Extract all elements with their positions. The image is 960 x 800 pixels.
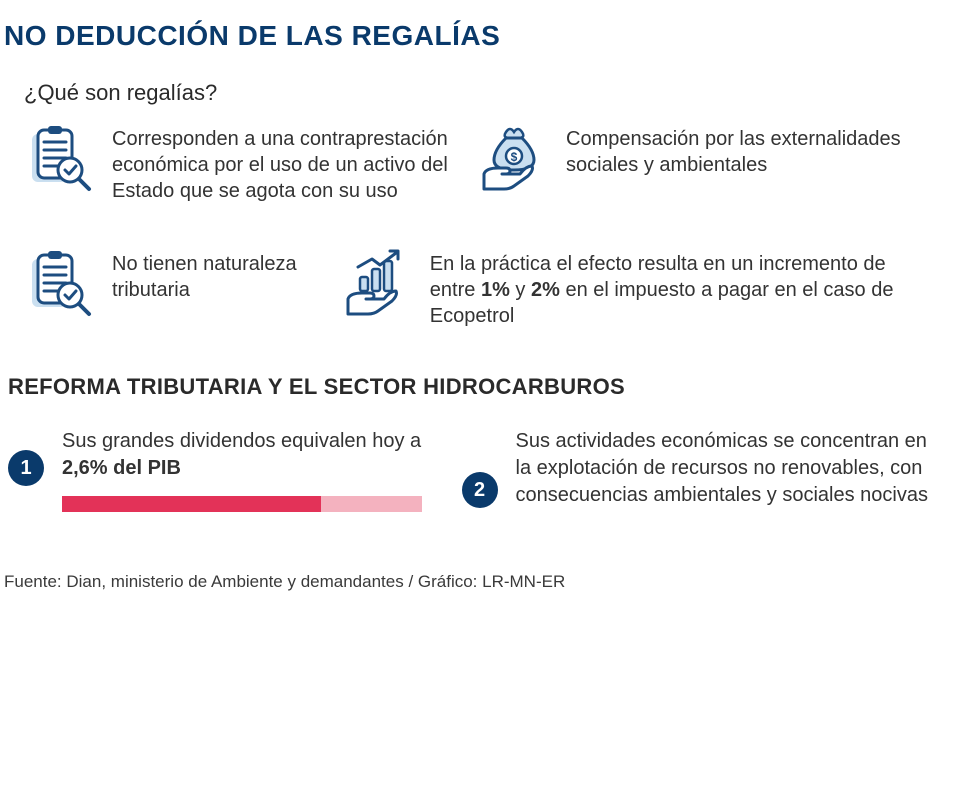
points-row-2: No tienen naturaleza tributaria En la pr…	[0, 249, 932, 329]
clipboard-search-icon	[24, 249, 96, 321]
n1-bold: 2,6% del PIB	[62, 457, 181, 479]
bar-fill	[62, 496, 321, 512]
p4-mid: y	[510, 279, 531, 301]
svg-text:$: $	[511, 150, 518, 164]
subtitle: ¿Qué son regalías?	[0, 80, 932, 106]
number-badge-2: 2	[462, 472, 498, 508]
points-row-1: Corresponden a una contraprestación econ…	[0, 124, 932, 204]
source-line: Fuente: Dian, ministerio de Ambiente y d…	[0, 572, 932, 592]
main-title: NO DEDUCCIÓN DE LAS REGALÍAS	[0, 20, 932, 52]
bar-track	[62, 496, 422, 512]
n1-pre: Sus grandes dividendos equivalen hoy a	[62, 430, 421, 452]
point-4: En la práctica el efecto resulta en un i…	[342, 249, 932, 329]
section-2-title: REFORMA TRIBUTARIA Y EL SECTOR HIDROCARB…	[0, 374, 932, 400]
point-3: No tienen naturaleza tributaria	[24, 249, 342, 329]
point-4-text: En la práctica el efecto resulta en un i…	[430, 249, 922, 329]
numbered-row: 1 Sus grandes dividendos equivalen hoy a…	[0, 428, 932, 512]
num-item-2: 2 Sus actividades económicas se concentr…	[462, 428, 942, 509]
p4-bold2: 2%	[531, 279, 560, 301]
point-2: $ Compensación por las externalidades so…	[478, 124, 932, 204]
hand-money-bag-icon: $	[478, 124, 550, 196]
point-1-text: Corresponden a una contraprestación econ…	[112, 124, 458, 204]
point-3-text: No tienen naturaleza tributaria	[112, 249, 322, 303]
hand-growth-chart-icon	[342, 249, 414, 321]
p4-bold1: 1%	[481, 279, 510, 301]
num-item-1: 1 Sus grandes dividendos equivalen hoy a…	[8, 428, 452, 512]
point-2-text: Compensación por las externalidades soci…	[566, 124, 922, 178]
point-1: Corresponden a una contraprestación econ…	[24, 124, 478, 204]
num-1-text: Sus grandes dividendos equivalen hoy a 2…	[62, 428, 452, 482]
number-badge-1: 1	[8, 450, 44, 486]
num-2-text: Sus actividades económicas se concentran…	[516, 428, 942, 509]
clipboard-search-icon	[24, 124, 96, 196]
